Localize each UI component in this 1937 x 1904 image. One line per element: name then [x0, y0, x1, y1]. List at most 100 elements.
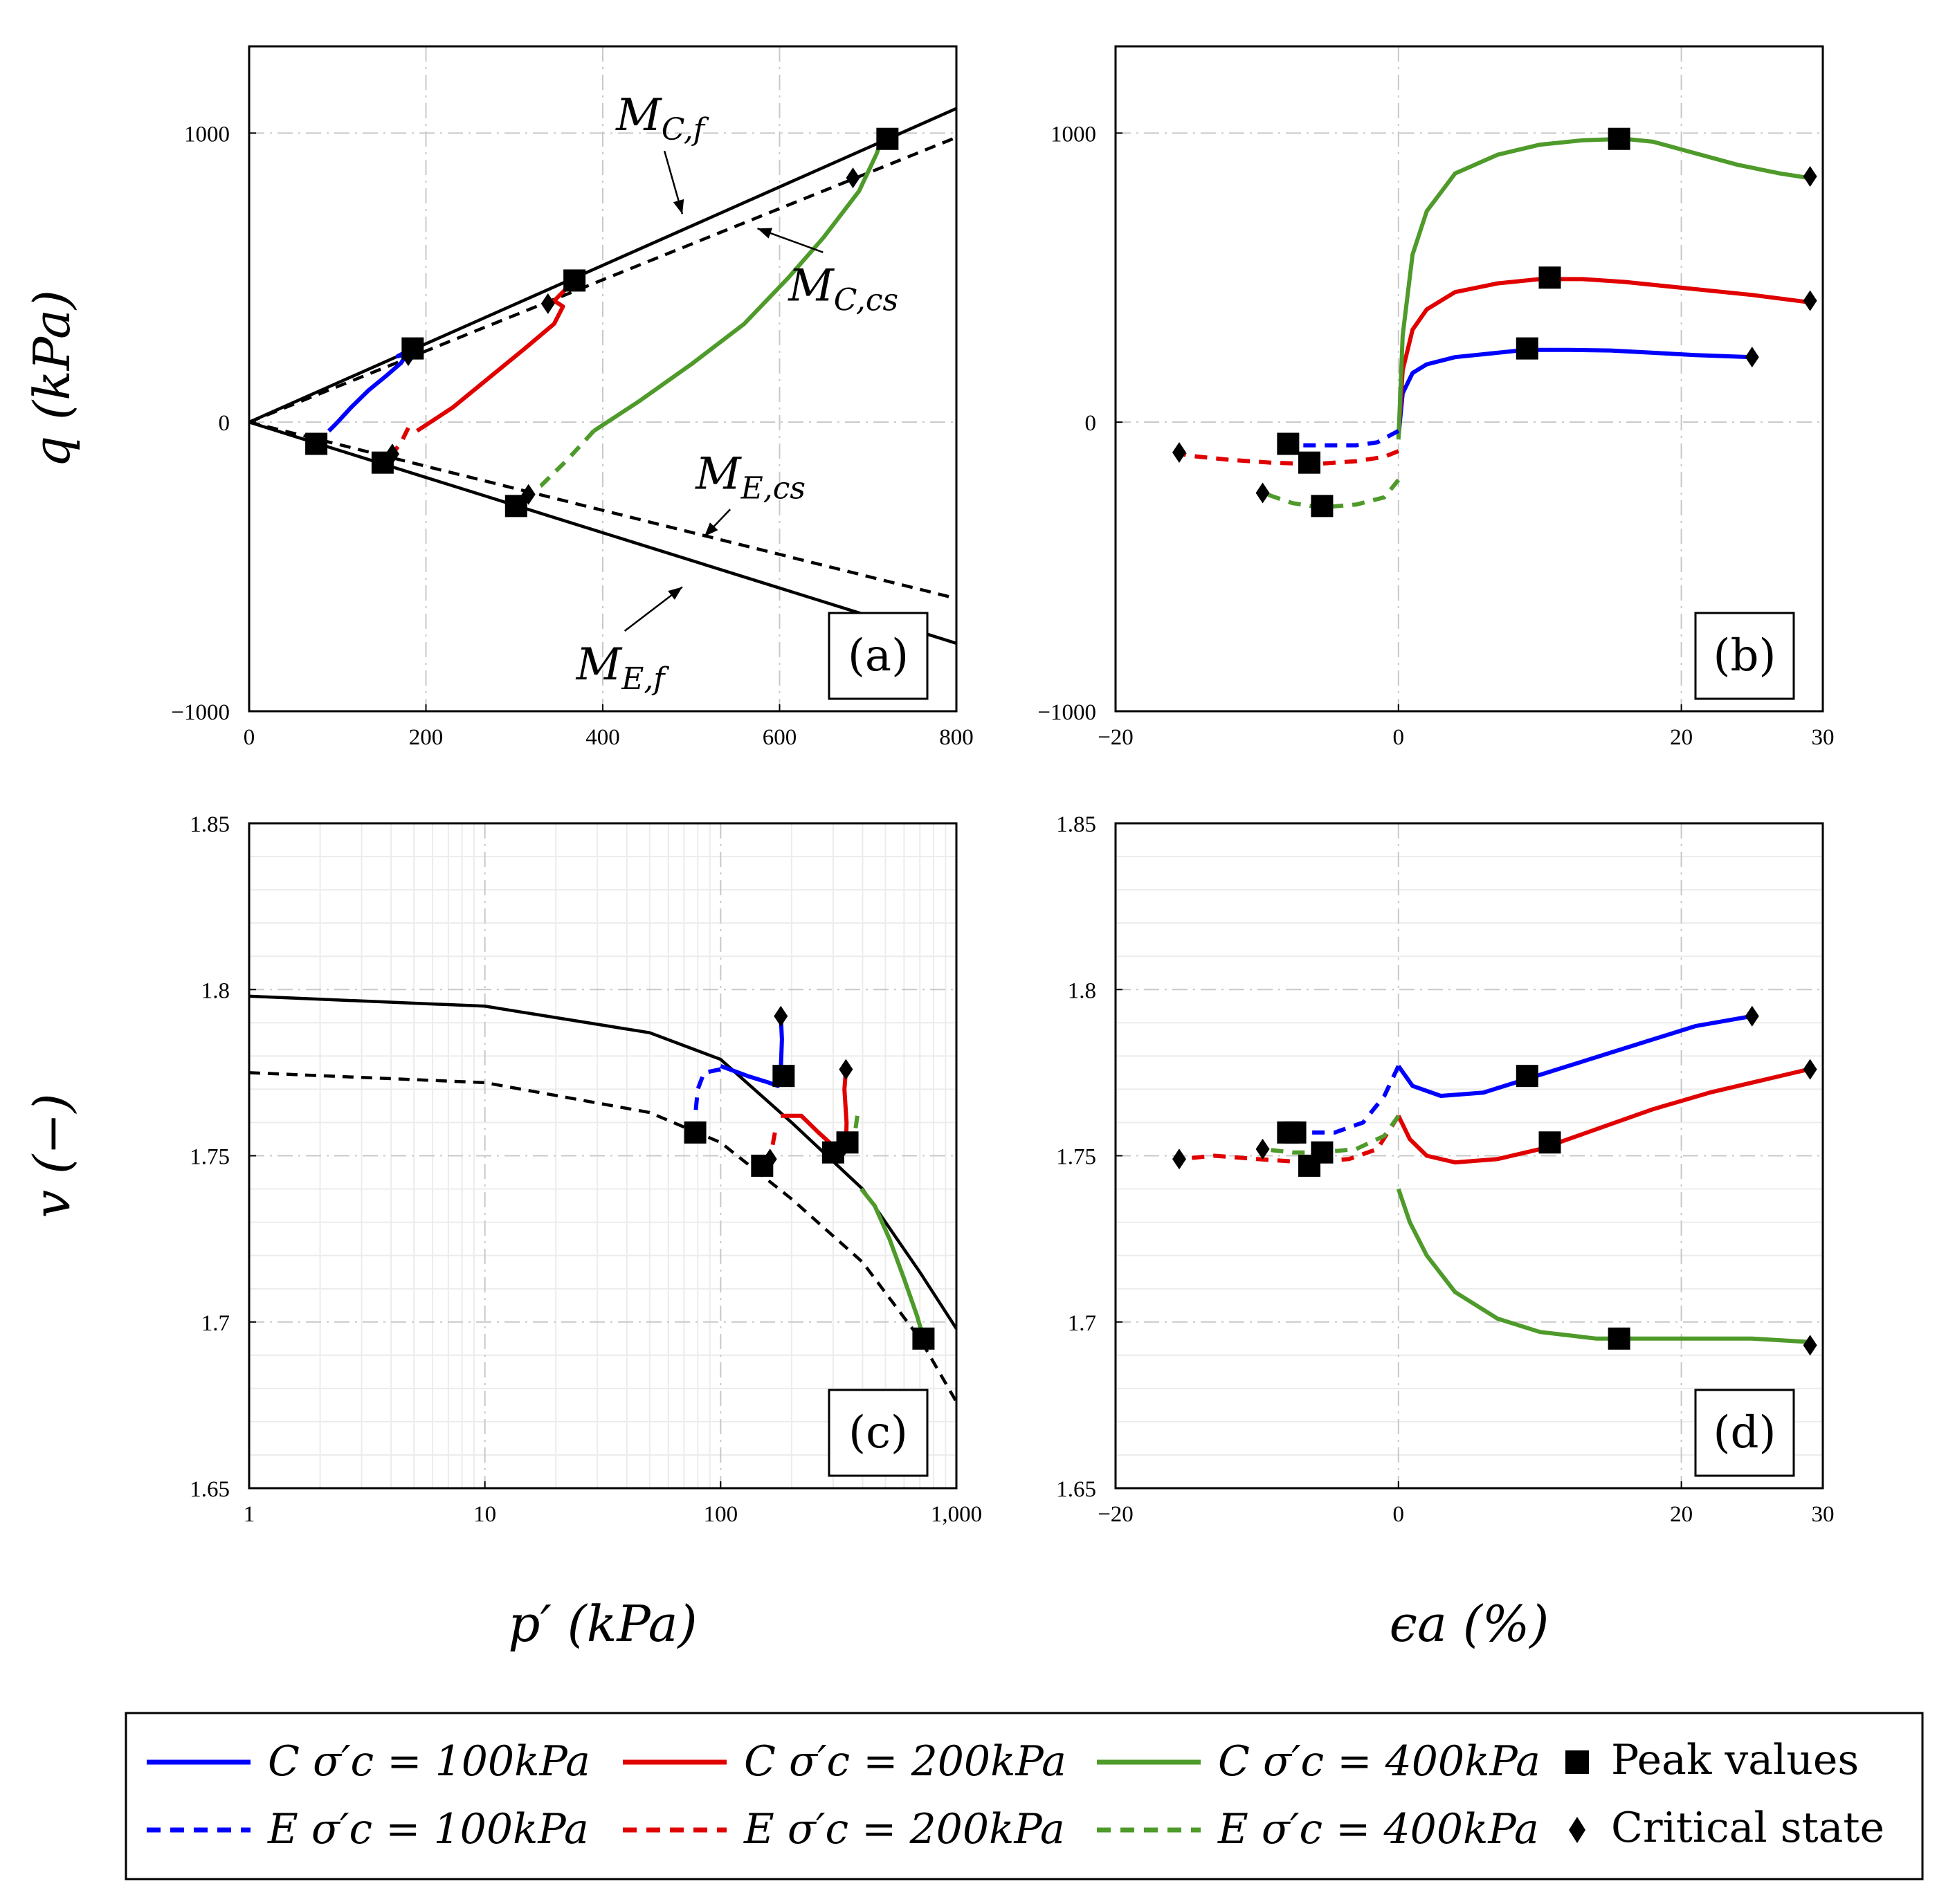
plot-area-b [1178, 136, 1810, 510]
series-line-c-100 [1397, 1014, 1753, 1098]
plot-area-d [1179, 1014, 1810, 1344]
reference-line-m-c-f [249, 107, 956, 424]
y-tick-label: 1.65 [190, 1477, 230, 1502]
x-tick-label: 0 [1393, 725, 1405, 750]
peak-value-marker [371, 451, 394, 474]
series-line-c-400 [1396, 136, 1810, 440]
annotation-arrowhead [673, 199, 684, 214]
peak-value-marker [504, 495, 527, 518]
y-tick-label: 1.8 [201, 978, 230, 1003]
critical-state-marker [1745, 347, 1759, 368]
critical-state-marker [1172, 1148, 1186, 1170]
critical-state-marker [1255, 482, 1270, 504]
panel-c: 1 10 100 1,000 1.65 1.7 1.75 1.8 1.85 (c) v (−) p′ … [23, 812, 982, 1653]
peak-value-marker [1298, 451, 1321, 474]
panel-a: 0 200 400 600 800 −1000 0 1000 (a) MC,f MC,cs ME,cs… [23, 45, 974, 750]
x-tick-label: 400 [585, 725, 620, 750]
peak-value-marker [821, 1141, 844, 1164]
y-tick-label: 0 [1085, 411, 1097, 436]
legend-label: C σ′c = 200kPa [744, 1737, 1066, 1786]
axes-frame [1114, 45, 1824, 713]
critical-state-marker [1172, 442, 1186, 464]
peak-value-marker [1538, 1131, 1561, 1154]
critical-state-marker [1803, 290, 1817, 311]
peak-value-marker [751, 1154, 774, 1177]
series-line-c-400 [592, 136, 884, 433]
legend: C σ′c = 100kPa C σ′c = 200kPa C σ′c = 400k… [125, 1712, 1924, 1880]
y-tick-label: 1.7 [201, 1311, 230, 1336]
panel-label-box [828, 1389, 929, 1477]
panel-b: −20 0 20 30 −1000 0 1000 (b) [1037, 45, 1835, 750]
reference-line-upper-envelope [249, 994, 956, 1330]
panel-label-box [828, 612, 929, 700]
peak-value-marker [1516, 337, 1538, 360]
x-tick-label: 20 [1670, 1502, 1693, 1527]
reference-line-m-e-cs [249, 421, 956, 601]
x-tick-label: 30 [1812, 1502, 1835, 1527]
reference-line-m-e-f [249, 421, 956, 645]
panel-label: (d) [1713, 1407, 1776, 1458]
series-line-c-100 [336, 346, 414, 424]
y-tick-label: 1000 [1051, 122, 1096, 147]
x-tick-label: 0 [1393, 1502, 1405, 1527]
slope-annotation-subscript: C,f [662, 112, 709, 147]
plot-area-a [249, 107, 956, 645]
slope-annotation-subscript: E,cs [740, 470, 806, 506]
legend-label: E σ′c = 200kPa [743, 1805, 1065, 1853]
critical-state-marker [1803, 1335, 1817, 1356]
peak-value-marker [1516, 1065, 1538, 1088]
y-axis-label: v (−) [23, 1093, 81, 1218]
y-tick-label: −1000 [171, 700, 230, 725]
series-line-e-200 [383, 427, 410, 463]
y-tick-label: 1.7 [1068, 1311, 1096, 1336]
x-tick-label: 800 [939, 725, 974, 750]
x-tick-label: 1,000 [931, 1502, 982, 1527]
slope-annotation-subscript: C,cs [834, 283, 898, 318]
panel-label: (c) [848, 1407, 908, 1458]
critical-state-marker [774, 1005, 788, 1027]
x-tick-label: 0 [244, 725, 255, 750]
y-tick-label: 1.8 [1068, 978, 1096, 1003]
x-tick-label: 600 [763, 725, 797, 750]
series-line-e-400 [1262, 1115, 1401, 1155]
x-tick-label: −20 [1098, 1502, 1134, 1527]
x-tick-label: 1 [244, 1502, 255, 1527]
peak-value-marker [1538, 266, 1561, 289]
panel-label-box [1694, 612, 1795, 700]
slope-annotation-subscript: E,f [621, 661, 669, 697]
panel-label: (b) [1713, 630, 1776, 681]
peak-value-marker [563, 269, 586, 292]
series-line-c-400 [860, 1187, 925, 1336]
panel-label: (a) [848, 630, 909, 681]
annotation-arrowhead [757, 228, 773, 239]
panel-d: −20 0 20 30 1.65 1.7 1.75 1.8 1.85 (d) ϵa (%) [1056, 812, 1834, 1653]
series-line-c-200 [1397, 1067, 1810, 1165]
x-tick-label: 200 [409, 725, 444, 750]
y-tick-label: 1.65 [1056, 1477, 1096, 1502]
peak-value-marker [876, 127, 899, 150]
y-tick-label: 1.85 [1056, 812, 1096, 837]
legend-label: C σ′c = 400kPa [1218, 1737, 1540, 1786]
legend-label: Peak values [1611, 1736, 1859, 1784]
series-line-c-400 [1396, 1188, 1809, 1344]
annotation-arrowhead [704, 522, 718, 537]
x-axis-label: ϵa (%) [1390, 1595, 1549, 1653]
x-axis-label: p′ (kPa) [508, 1595, 697, 1653]
legend-label: C σ′c = 100kPa [268, 1737, 590, 1786]
series-line-e-100 [693, 1067, 721, 1117]
legend-frame [125, 1712, 1924, 1880]
critical-state-marker [1803, 166, 1817, 187]
slope-annotation: MC,cs [788, 261, 898, 318]
legend-label: E σ′c = 400kPa [1217, 1805, 1539, 1853]
peak-value-marker [684, 1121, 707, 1144]
legend-peak-marker [1565, 1750, 1589, 1774]
peak-value-marker [1284, 1121, 1307, 1144]
reference-line-m-c-cs [249, 136, 956, 424]
y-tick-label: 1.75 [190, 1145, 230, 1170]
series-line-c-200 [416, 279, 576, 433]
legend-label: Critical state [1611, 1804, 1884, 1852]
y-tick-label: 1.85 [190, 812, 230, 837]
peak-value-marker [1277, 432, 1300, 455]
peak-value-marker [401, 337, 424, 360]
